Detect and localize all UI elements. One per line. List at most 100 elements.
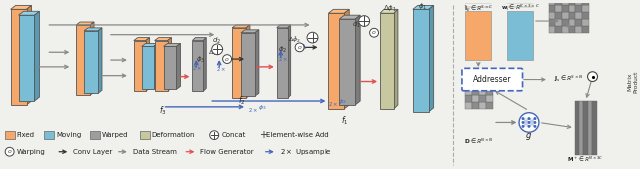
Text: $2\times$ Upsample: $2\times$ Upsample [280,147,332,157]
Bar [232,28,246,98]
Bar [479,95,486,102]
Circle shape [527,117,531,120]
Bar [579,101,584,155]
Polygon shape [164,43,180,46]
Bar [584,101,588,155]
Text: Conv Layer: Conv Layer [73,149,113,155]
Bar [486,81,493,88]
Text: $\mathbf{w}_i \in \mathbb{R}^{K \times 3 \times C}$: $\mathbf{w}_i \in \mathbb{R}^{K \times 3… [500,3,540,13]
Bar [339,19,355,105]
Text: Element-wise Add: Element-wise Add [266,132,328,138]
Text: $2\times$: $2\times$ [248,106,258,114]
Polygon shape [255,30,259,96]
Bar [380,13,394,109]
Polygon shape [287,25,291,98]
Circle shape [295,43,304,52]
Circle shape [527,121,531,124]
Polygon shape [84,28,102,31]
Text: Moving: Moving [56,132,81,138]
Bar [76,25,90,95]
Circle shape [527,125,531,128]
Text: Deformation: Deformation [152,132,195,138]
Text: $\hat{\mathbf{I}}_E \in \mathbb{R}^{S \times C}$: $\hat{\mathbf{I}}_E \in \mathbb{R}^{S \t… [463,3,493,14]
Polygon shape [146,38,150,91]
Bar [562,19,569,26]
Bar [134,41,146,91]
Text: $\Delta\hat{\phi}_3$: $\Delta\hat{\phi}_3$ [208,47,221,58]
Bar [164,46,177,89]
Polygon shape [193,38,206,41]
Polygon shape [35,11,40,101]
Bar [569,12,575,19]
Polygon shape [204,38,206,91]
Bar [575,5,582,12]
Polygon shape [11,5,31,9]
Bar [556,26,562,33]
Text: $\phi_3$: $\phi_3$ [196,55,205,65]
Bar [549,12,556,19]
Bar [193,41,204,91]
Polygon shape [134,38,150,41]
Bar [569,19,575,26]
Bar [472,81,479,88]
Bar [582,0,589,5]
Polygon shape [177,43,180,89]
Circle shape [522,121,525,124]
Text: $\mathbf{D} \in \mathbb{R}^{N \times N}$: $\mathbf{D} \in \mathbb{R}^{N \times N}$ [465,136,494,146]
Polygon shape [344,9,349,109]
Polygon shape [380,9,398,13]
Circle shape [358,16,370,26]
Bar [413,9,429,112]
Bar [141,46,154,89]
Polygon shape [276,25,291,28]
Text: $\phi_3$: $\phi_3$ [258,103,266,112]
Bar [582,5,589,12]
Text: $d_1$: $d_1$ [351,20,361,30]
Polygon shape [339,15,360,19]
Polygon shape [26,5,31,105]
Circle shape [370,28,378,37]
Bar [90,131,100,139]
FancyBboxPatch shape [462,68,522,91]
Text: $2\times$: $2\times$ [328,100,339,108]
Bar [562,26,569,33]
Bar [84,31,98,93]
Text: Reshape: Reshape [548,15,575,20]
Bar [465,102,472,109]
Polygon shape [232,25,250,28]
Polygon shape [76,22,94,25]
Text: $\phi_2$: $\phi_2$ [338,98,346,106]
Bar [472,88,479,95]
Bar [486,88,493,95]
Polygon shape [355,15,360,105]
Bar [276,28,287,98]
Text: $\Delta\phi_1$: $\Delta\phi_1$ [383,4,397,14]
Circle shape [534,117,536,120]
Bar [562,5,569,12]
Text: o: o [225,57,229,62]
Text: $\Delta\hat{\phi}_2$: $\Delta\hat{\phi}_2$ [288,34,301,45]
Circle shape [522,117,525,120]
Text: $f_2$: $f_2$ [238,95,246,107]
Polygon shape [328,9,349,13]
Bar [465,88,472,95]
Bar [575,26,582,33]
Bar [556,0,562,5]
Polygon shape [90,22,94,95]
Text: Warped: Warped [102,132,129,138]
Bar [11,9,26,105]
Text: o: o [372,30,376,35]
Bar [328,13,344,109]
Text: Flow Generator: Flow Generator [200,149,254,155]
Text: $d_2$: $d_2$ [212,35,221,46]
Polygon shape [155,38,172,41]
Bar [479,88,486,95]
Circle shape [210,131,219,140]
Bar [562,0,569,5]
Bar [549,19,556,26]
Text: $2\times$: $2\times$ [216,65,226,73]
Bar [575,19,582,26]
Bar [4,131,15,139]
Bar [465,11,492,60]
Text: $g$: $g$ [525,131,532,142]
